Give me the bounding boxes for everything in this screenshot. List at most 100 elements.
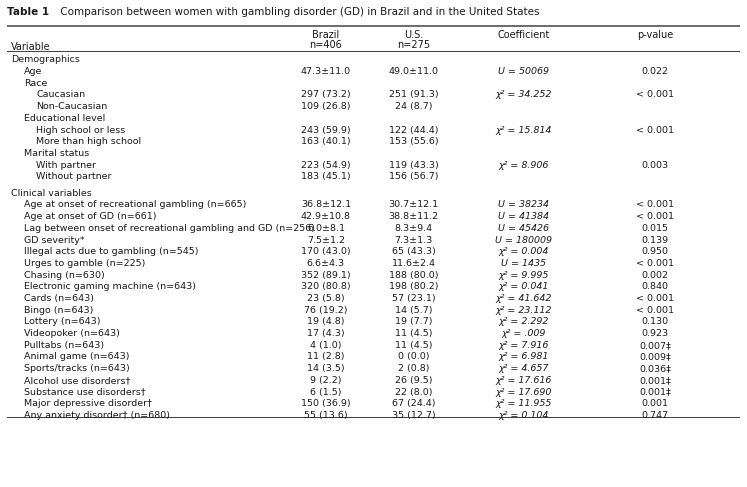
Text: 26 (9.5): 26 (9.5) — [395, 376, 433, 385]
Text: 150 (36.9): 150 (36.9) — [301, 399, 351, 408]
Text: More than high school: More than high school — [36, 137, 141, 146]
Text: GD severity*: GD severity* — [25, 236, 85, 244]
Text: 156 (56.7): 156 (56.7) — [389, 172, 438, 181]
Text: Sports/tracks (n=643): Sports/tracks (n=643) — [25, 364, 130, 373]
Text: Variable: Variable — [11, 41, 51, 52]
Text: Bingo (n=643): Bingo (n=643) — [25, 306, 93, 315]
Text: Any anxiety disorder† (n=680): Any anxiety disorder† (n=680) — [25, 411, 170, 420]
Text: Chasing (n=630): Chasing (n=630) — [25, 271, 105, 280]
Text: 0.001: 0.001 — [642, 399, 669, 408]
Text: < 0.001: < 0.001 — [636, 91, 675, 99]
Text: 109 (26.8): 109 (26.8) — [301, 102, 350, 111]
Text: 7.5±1.2: 7.5±1.2 — [307, 236, 345, 244]
Text: 198 (80.2): 198 (80.2) — [389, 282, 438, 291]
Text: Electronic gaming machine (n=643): Electronic gaming machine (n=643) — [25, 282, 196, 291]
Text: Animal game (n=643): Animal game (n=643) — [25, 353, 130, 361]
Text: < 0.001: < 0.001 — [636, 294, 675, 303]
Text: 23 (5.8): 23 (5.8) — [307, 294, 344, 303]
Text: 0.009‡: 0.009‡ — [639, 353, 672, 361]
Text: 0.003: 0.003 — [642, 161, 669, 169]
Text: Videopoker (n=643): Videopoker (n=643) — [25, 329, 120, 338]
Text: < 0.001: < 0.001 — [636, 126, 675, 134]
Text: 7.3±1.3: 7.3±1.3 — [394, 236, 433, 244]
Text: Lag between onset of recreational gambling and GD (n=256): Lag between onset of recreational gambli… — [25, 224, 315, 233]
Text: χ² = 41.642: χ² = 41.642 — [495, 294, 552, 303]
Text: χ² = 23.112: χ² = 23.112 — [495, 306, 552, 315]
Text: Marital status: Marital status — [25, 149, 90, 158]
Text: Lottery (n=643): Lottery (n=643) — [25, 318, 101, 326]
Text: 0.923: 0.923 — [642, 329, 669, 338]
Text: χ² = 0.104: χ² = 0.104 — [498, 411, 549, 420]
Text: 0.002: 0.002 — [642, 271, 669, 280]
Text: Coefficient: Coefficient — [498, 30, 550, 40]
Text: 6.0±8.1: 6.0±8.1 — [307, 224, 345, 233]
Text: < 0.001: < 0.001 — [636, 259, 675, 268]
Text: 17 (4.3): 17 (4.3) — [307, 329, 344, 338]
Text: χ² = 2.292: χ² = 2.292 — [498, 318, 549, 326]
Text: < 0.001: < 0.001 — [636, 306, 675, 315]
Text: 6.6±4.3: 6.6±4.3 — [307, 259, 345, 268]
Text: 320 (80.8): 320 (80.8) — [301, 282, 351, 291]
Text: 36.8±12.1: 36.8±12.1 — [301, 201, 351, 209]
Text: Substance use disorders†: Substance use disorders† — [25, 388, 146, 396]
Text: 22 (8.0): 22 (8.0) — [395, 388, 433, 396]
Text: Age at onset of GD (n=661): Age at onset of GD (n=661) — [25, 212, 157, 221]
Text: n=406: n=406 — [309, 40, 342, 50]
Text: 30.7±12.1: 30.7±12.1 — [388, 201, 438, 209]
Text: 188 (80.0): 188 (80.0) — [389, 271, 438, 280]
Text: 24 (8.7): 24 (8.7) — [395, 102, 433, 111]
Text: χ² = 0.004: χ² = 0.004 — [498, 247, 549, 256]
Text: With partner: With partner — [36, 161, 96, 169]
Text: U = 45426: U = 45426 — [498, 224, 549, 233]
Text: χ² = 4.657: χ² = 4.657 — [498, 364, 549, 373]
Text: χ² = 7.916: χ² = 7.916 — [498, 341, 549, 350]
Text: Table 1: Table 1 — [7, 7, 49, 17]
Text: 14 (5.7): 14 (5.7) — [395, 306, 433, 315]
Text: 0.036‡: 0.036‡ — [639, 364, 672, 373]
Text: Major depressive disorder†: Major depressive disorder† — [25, 399, 152, 408]
Text: 35 (12.7): 35 (12.7) — [392, 411, 436, 420]
Text: n=275: n=275 — [397, 40, 430, 50]
Text: 0.001‡: 0.001‡ — [639, 376, 672, 385]
Text: 14 (3.5): 14 (3.5) — [307, 364, 344, 373]
Text: Alcohol use disorders†: Alcohol use disorders† — [25, 376, 131, 385]
Text: 297 (73.2): 297 (73.2) — [301, 91, 351, 99]
Text: 163 (40.1): 163 (40.1) — [301, 137, 351, 146]
Text: 11.6±2.4: 11.6±2.4 — [391, 259, 436, 268]
Text: 243 (59.9): 243 (59.9) — [301, 126, 351, 134]
Text: 0.130: 0.130 — [642, 318, 669, 326]
Text: 67 (24.4): 67 (24.4) — [392, 399, 436, 408]
Text: χ² = 15.814: χ² = 15.814 — [495, 126, 552, 134]
Text: 0.007‡: 0.007‡ — [639, 341, 672, 350]
Text: < 0.001: < 0.001 — [636, 201, 675, 209]
Text: 223 (54.9): 223 (54.9) — [301, 161, 351, 169]
Text: χ² = 34.252: χ² = 34.252 — [495, 91, 552, 99]
Text: 55 (13.6): 55 (13.6) — [304, 411, 348, 420]
Text: 0.015: 0.015 — [642, 224, 669, 233]
Text: 49.0±11.0: 49.0±11.0 — [388, 67, 438, 76]
Text: 6 (1.5): 6 (1.5) — [310, 388, 341, 396]
Text: 153 (55.6): 153 (55.6) — [389, 137, 438, 146]
Text: 0 (0.0): 0 (0.0) — [398, 353, 430, 361]
Text: < 0.001: < 0.001 — [636, 212, 675, 221]
Text: 119 (43.3): 119 (43.3) — [389, 161, 438, 169]
Text: 170 (43.0): 170 (43.0) — [301, 247, 351, 256]
Text: Clinical variables: Clinical variables — [11, 189, 92, 198]
Text: Demographics: Demographics — [11, 56, 80, 64]
Text: U = 41384: U = 41384 — [498, 212, 549, 221]
Text: 183 (45.1): 183 (45.1) — [301, 172, 351, 181]
Text: 11 (4.5): 11 (4.5) — [395, 329, 433, 338]
Text: 38.8±11.2: 38.8±11.2 — [388, 212, 438, 221]
Text: 76 (19.2): 76 (19.2) — [304, 306, 347, 315]
Text: Illegal acts due to gambling (n=545): Illegal acts due to gambling (n=545) — [25, 247, 199, 256]
Text: Brazil: Brazil — [312, 30, 340, 40]
Text: 0.139: 0.139 — [642, 236, 669, 244]
Text: 42.9±10.8: 42.9±10.8 — [301, 212, 351, 221]
Text: 0.001‡: 0.001‡ — [639, 388, 672, 396]
Text: Comparison between women with gambling disorder (GD) in Brazil and in the United: Comparison between women with gambling d… — [58, 7, 540, 17]
Text: 65 (43.3): 65 (43.3) — [392, 247, 436, 256]
Text: p-value: p-value — [637, 30, 674, 40]
Text: Race: Race — [25, 79, 48, 88]
Text: 0.950: 0.950 — [642, 247, 669, 256]
Text: 19 (4.8): 19 (4.8) — [307, 318, 344, 326]
